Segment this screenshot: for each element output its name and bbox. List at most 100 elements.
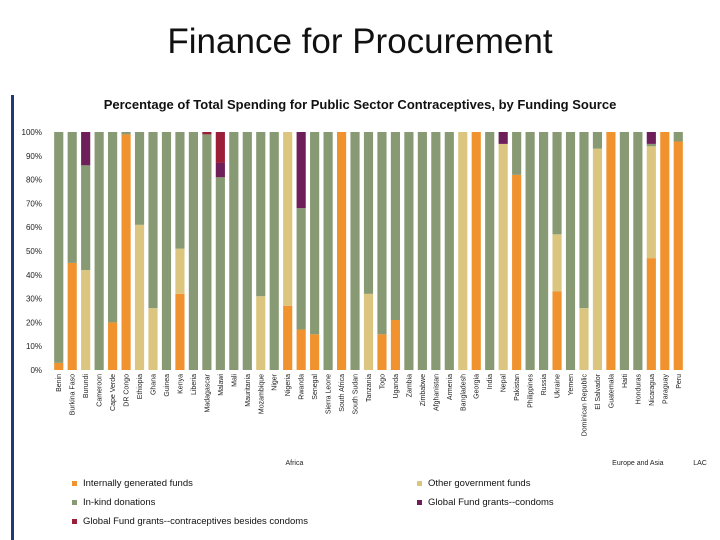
bar-segment [108, 132, 118, 323]
category-label: Ukraine [555, 374, 562, 398]
category-label: Mali [231, 374, 238, 387]
bar-segment [404, 132, 414, 370]
category-label: Ghana [151, 374, 158, 395]
bar-segment [161, 132, 172, 370]
bar-segment [121, 132, 131, 135]
bar-segment [646, 146, 656, 259]
category-label: South Sudan [353, 374, 360, 415]
side-accent-bar [11, 95, 14, 540]
bar-segment [592, 148, 603, 370]
category-label: South Africa [339, 374, 346, 412]
category-label: Madagascar [204, 373, 211, 412]
legend-swatch-othergov [417, 481, 422, 486]
y-tick-label: 30% [26, 295, 42, 304]
bar-segment [94, 132, 104, 370]
bar-segment [175, 293, 185, 370]
bar-segment [498, 132, 508, 144]
bar-segment [539, 132, 549, 370]
bar-segment [619, 132, 629, 370]
category-label: Nigeria [285, 374, 292, 396]
category-label: Yemen [568, 374, 575, 396]
category-label: Rwanda [299, 374, 306, 400]
bar-segment [660, 132, 670, 370]
category-label: Haiti [622, 374, 629, 388]
legend-label-inkind: In-kind donations [83, 497, 156, 508]
group-label: Europe and Asia [612, 460, 663, 467]
bar-segment [54, 132, 64, 363]
category-label: Afghanistan [433, 374, 440, 411]
bar-segment [67, 132, 77, 263]
category-label: Dominican Republic [581, 374, 588, 437]
legend-swatch-gf-condoms [417, 500, 422, 505]
bar-segment [363, 293, 374, 370]
bar-segment [175, 248, 185, 294]
bar-segment [350, 132, 360, 370]
bar-segment [646, 143, 656, 147]
legend-label-gf-condoms: Global Fund grants--condoms [428, 497, 554, 508]
bar-segment [646, 258, 656, 370]
category-label: Burundi [83, 374, 90, 399]
legend-gf-condoms: Global Fund grants--condoms [417, 497, 554, 508]
bar-segment [283, 305, 293, 370]
bar-segment [673, 132, 683, 142]
bar-segment [148, 308, 158, 370]
category-label: Togo [379, 374, 386, 389]
legend-swatch-gf-other [72, 519, 77, 524]
legend-label-internal: Internally generated funds [83, 478, 193, 489]
category-label: Honduras [635, 374, 642, 405]
legend-gf-other: Global Fund grants--contraceptives besid… [72, 516, 308, 527]
category-label: DR Congo [124, 374, 131, 407]
bar-segment [458, 132, 468, 370]
bar-segment [525, 132, 535, 370]
category-label: Zimbabwe [420, 374, 427, 406]
category-label: Peru [676, 374, 683, 389]
y-tick-label: 80% [26, 176, 42, 185]
bar-segment [565, 132, 576, 370]
bar-segment [296, 132, 306, 209]
bar-segment [148, 132, 158, 309]
category-label: Russia [541, 374, 548, 396]
legend-inkind: In-kind donations [72, 497, 155, 508]
category-label: Senegal [312, 374, 319, 400]
legend-othergov: Other government funds [417, 478, 530, 489]
bar-segment [552, 234, 562, 292]
bar-segment [444, 132, 454, 370]
category-label: Cameroon [97, 374, 104, 407]
slide-title: Finance for Procurement [167, 22, 553, 61]
bar-segment [256, 132, 266, 297]
bar-segment [646, 132, 656, 144]
bar-segment [673, 141, 683, 370]
bar-segment [310, 334, 320, 370]
bar-segment [188, 132, 198, 370]
bar-segment [390, 320, 401, 370]
bar-segment [121, 134, 131, 370]
bar-segment [81, 132, 91, 166]
y-tick-label: 90% [26, 152, 42, 161]
bar-segment [215, 132, 225, 163]
category-label: Ethiopia [137, 374, 144, 399]
category-label: Pakistan [514, 374, 521, 401]
bar-segment [323, 132, 333, 370]
y-tick-label: 0% [30, 366, 42, 375]
bar-segment [363, 132, 374, 294]
bar-segment [215, 162, 225, 178]
category-label: Cape Verde [110, 374, 117, 411]
category-label: Burkina Faso [70, 374, 77, 415]
category-label: Armenia [447, 374, 454, 400]
bar-segment [81, 165, 91, 271]
bar-segment [81, 270, 91, 370]
bar-segment [512, 174, 522, 370]
bar-segment [296, 208, 306, 330]
legend-swatch-internal [72, 481, 77, 486]
bar-segment [283, 132, 293, 306]
category-label: Georgia [474, 374, 481, 399]
bar-segment [67, 262, 77, 370]
bar-segment [377, 132, 387, 335]
bar-segment [242, 132, 252, 370]
category-label: Guinea [164, 374, 171, 397]
bar-segment [296, 329, 306, 370]
category-label: Kenya [177, 374, 184, 394]
category-label: Malawi [218, 374, 225, 396]
category-label: Nicaragua [649, 374, 656, 406]
bar-segment [54, 362, 64, 370]
